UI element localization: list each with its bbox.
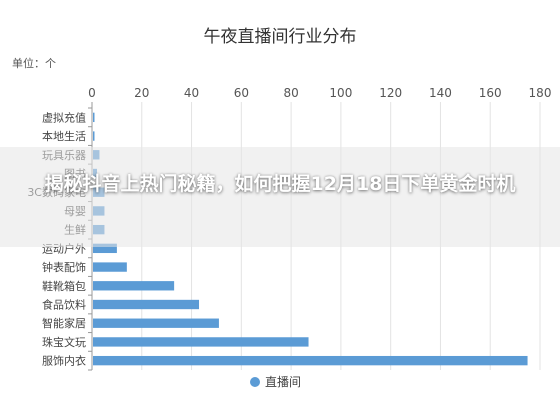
category-label: 智能家居	[42, 316, 86, 330]
x-tick-label: 140	[429, 86, 452, 100]
headline-overlay	[0, 147, 560, 247]
bar	[93, 355, 528, 366]
bar	[93, 112, 95, 123]
legend-label: 直播间	[265, 375, 301, 389]
x-tick-label: 80	[283, 86, 298, 100]
bar	[93, 337, 309, 347]
bar	[93, 243, 117, 254]
unit-label: 单位：个	[12, 57, 56, 70]
category-label: 服饰内衣	[42, 354, 86, 368]
category-label: 食品饮料	[42, 298, 86, 312]
chart-title: 午夜直播间行业分布	[203, 27, 357, 47]
x-tick-label: 160	[479, 86, 502, 100]
x-tick-label: 100	[329, 86, 352, 100]
bar	[93, 299, 200, 310]
x-tick-label: 120	[379, 86, 402, 100]
x-tick-label: 20	[134, 86, 149, 100]
category-label: 鞋靴箱包	[42, 279, 86, 293]
x-tick-label: 0	[88, 86, 96, 100]
legend-swatch	[250, 377, 260, 387]
bar	[93, 281, 175, 291]
category-label: 钟表配饰	[42, 260, 86, 274]
category-label: 本地生活	[42, 129, 86, 143]
x-tick-label: 60	[234, 86, 249, 100]
bar	[93, 262, 127, 272]
category-label: 珠宝文玩	[42, 335, 86, 349]
bar	[93, 318, 219, 328]
category-label: 虚拟充值	[42, 110, 86, 124]
x-tick-label: 40	[184, 86, 199, 100]
bar	[93, 131, 95, 141]
x-tick-label: 180	[529, 86, 552, 100]
overlay-headline: 揭秘抖音上热门秘籍，如何把握12月18日下单黄金时机	[44, 173, 516, 195]
